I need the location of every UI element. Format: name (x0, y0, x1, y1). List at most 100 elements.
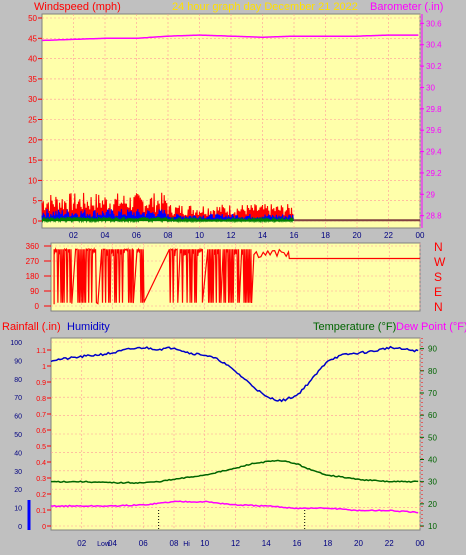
humidity-label: Humidity (67, 321, 110, 333)
x-tick-label: 22 (384, 231, 393, 240)
temperature-tick-label: 40 (428, 455, 437, 464)
windspeed-tick-label: 40 (28, 55, 37, 64)
temp-humidity-grid (51, 338, 421, 530)
rainfall-tick-label: 0 (42, 524, 46, 531)
temperature-line (51, 459, 419, 485)
x-tick-label: 10 (200, 539, 209, 548)
x-tick-label: 14 (262, 539, 271, 548)
x-tick-label: 06 (139, 539, 148, 548)
temp-humidity-axes: 02 04 06 08 10 12 14 16 18 20 22 000102030405060708… (10, 338, 437, 548)
barometer-tick-label: 28.8 (426, 212, 442, 221)
direction-letter: S (434, 270, 442, 284)
x-tick-label: 18 (321, 231, 330, 240)
rainfall-tick-label: 1.1 (36, 348, 46, 355)
windspeed-tick-label: 35 (28, 75, 37, 84)
hi-label: Hi (183, 541, 190, 548)
rainfall-tick-label: 0.8 (36, 396, 46, 403)
direction-tick-label: 180 (26, 272, 40, 281)
x-tick-label: 20 (354, 539, 363, 548)
direction-letter: N (434, 240, 443, 254)
x-tick-label: 08 (164, 231, 173, 240)
temperature-tick-label: 80 (428, 367, 437, 376)
windspeed-series (41, 192, 420, 224)
x-tick-label: 18 (323, 539, 332, 548)
x-tick-label: 12 (227, 231, 236, 240)
humidity-tick-label: 100 (10, 340, 22, 347)
rainfall-label: Rainfall (.in) (2, 321, 61, 333)
humidity-tick-label: 0 (18, 524, 22, 531)
temperature-tick-label: 50 (428, 433, 437, 442)
barometer-tick-label: 30.6 (426, 19, 442, 28)
temperature-tick-label: 90 (428, 345, 437, 354)
x-tick-label: 02 (77, 539, 86, 548)
humidity-tick-label: 60 (14, 414, 22, 421)
humidity-tick-label: 20 (14, 487, 22, 494)
wind-barometer-plot (41, 13, 421, 229)
low-label: Low (97, 541, 111, 548)
temperature-tick-label: 30 (428, 478, 437, 487)
barometer-tick-label: 29 (426, 190, 435, 199)
barometer-tick-label: 30.4 (426, 41, 442, 50)
rainfall-tick-label: 0.4 (36, 460, 46, 467)
humidity-tick-label: 40 (14, 450, 22, 457)
barometer-tick-label: 29.6 (426, 126, 442, 135)
humidity-line (50, 345, 419, 403)
x-tick-label: 16 (293, 539, 302, 548)
x-tick-label: 16 (290, 231, 299, 240)
temperature-tick-label: 20 (428, 500, 437, 509)
windspeed-tick-label: 0 (33, 217, 38, 226)
humidity-tick-label: 10 (14, 506, 22, 513)
direction-tick-label: 90 (30, 287, 39, 296)
windspeed-tick-label: 45 (28, 34, 37, 43)
rainfall-tick-label: 0.6 (36, 428, 46, 435)
x-tick-label: 06 (132, 231, 141, 240)
windspeed-tick-label: 20 (28, 136, 37, 145)
windspeed-tick-label: 25 (28, 116, 37, 125)
windspeed-tick-label: 5 (33, 197, 38, 206)
direction-letter: E (434, 285, 442, 299)
rainfall-tick-label: 0.3 (36, 476, 46, 483)
humidity-tick-label: 80 (14, 377, 22, 384)
direction-tick-label: 360 (26, 242, 40, 251)
humidity-tick-label: 70 (14, 395, 22, 402)
temperature-tick-label: 60 (428, 411, 437, 420)
temp-humidity-series (50, 345, 419, 514)
direction-letter: N (434, 300, 443, 314)
rainfall-tick-label: 0.9 (36, 380, 46, 387)
temperature-tick-label: 10 (428, 522, 437, 531)
windspeed-label: Windspeed (mph) (34, 1, 121, 13)
x-tick-label: 04 (101, 231, 110, 240)
x-tick-label: 00 (416, 539, 425, 548)
windspeed-tick-label: 10 (28, 176, 37, 185)
dew-point-line (50, 500, 419, 514)
direction-letter: W (434, 255, 446, 269)
rainfall-tick-label: 1 (42, 364, 46, 371)
wind-direction-line (53, 246, 420, 305)
rainfall-tick-label: 0.5 (36, 444, 46, 451)
x-tick-label: 00 (416, 231, 425, 240)
x-tick-label: 10 (195, 231, 204, 240)
x-tick-label: 14 (258, 231, 267, 240)
x-tick-label: 02 (69, 231, 78, 240)
windspeed-tick-label: 50 (28, 14, 37, 23)
rainfall-tick-label: 0.2 (36, 492, 46, 499)
humidity-tick-label: 90 (14, 358, 22, 365)
humidity-tick-label: 30 (14, 469, 22, 476)
x-tick-label: 08 (170, 539, 179, 548)
barometer-label: Barometer (.in) (370, 1, 443, 13)
x-tick-label: 22 (385, 539, 394, 548)
x-tick-label: 12 (231, 539, 240, 548)
temperature-tick-label: 70 (428, 389, 437, 398)
barometer-tick-label: 29.4 (426, 148, 442, 157)
rainfall-tick-label: 0.1 (36, 508, 46, 515)
graph-date-label: 24 hour graph day December 21 2022 (172, 1, 358, 13)
windspeed-tick-label: 30 (28, 95, 37, 104)
dew-point-label: Dew Point (°F) (396, 321, 466, 333)
temperature-label: Temperature (°F) (313, 321, 396, 333)
direction-tick-label: 0 (35, 302, 40, 311)
direction-tick-label: 270 (26, 257, 40, 266)
x-tick-label: 20 (353, 231, 362, 240)
barometer-tick-label: 30.2 (426, 62, 442, 71)
